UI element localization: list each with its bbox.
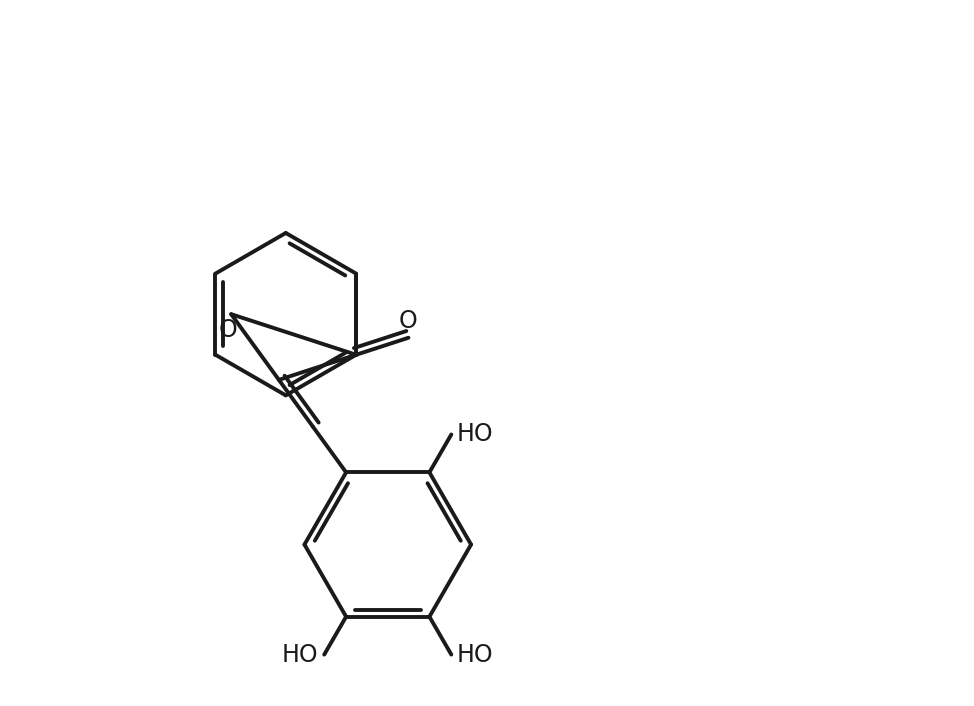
Text: HO: HO (457, 642, 494, 666)
Text: O: O (218, 318, 237, 342)
Text: HO: HO (457, 422, 494, 446)
Text: HO: HO (281, 642, 318, 666)
Text: O: O (399, 309, 418, 333)
